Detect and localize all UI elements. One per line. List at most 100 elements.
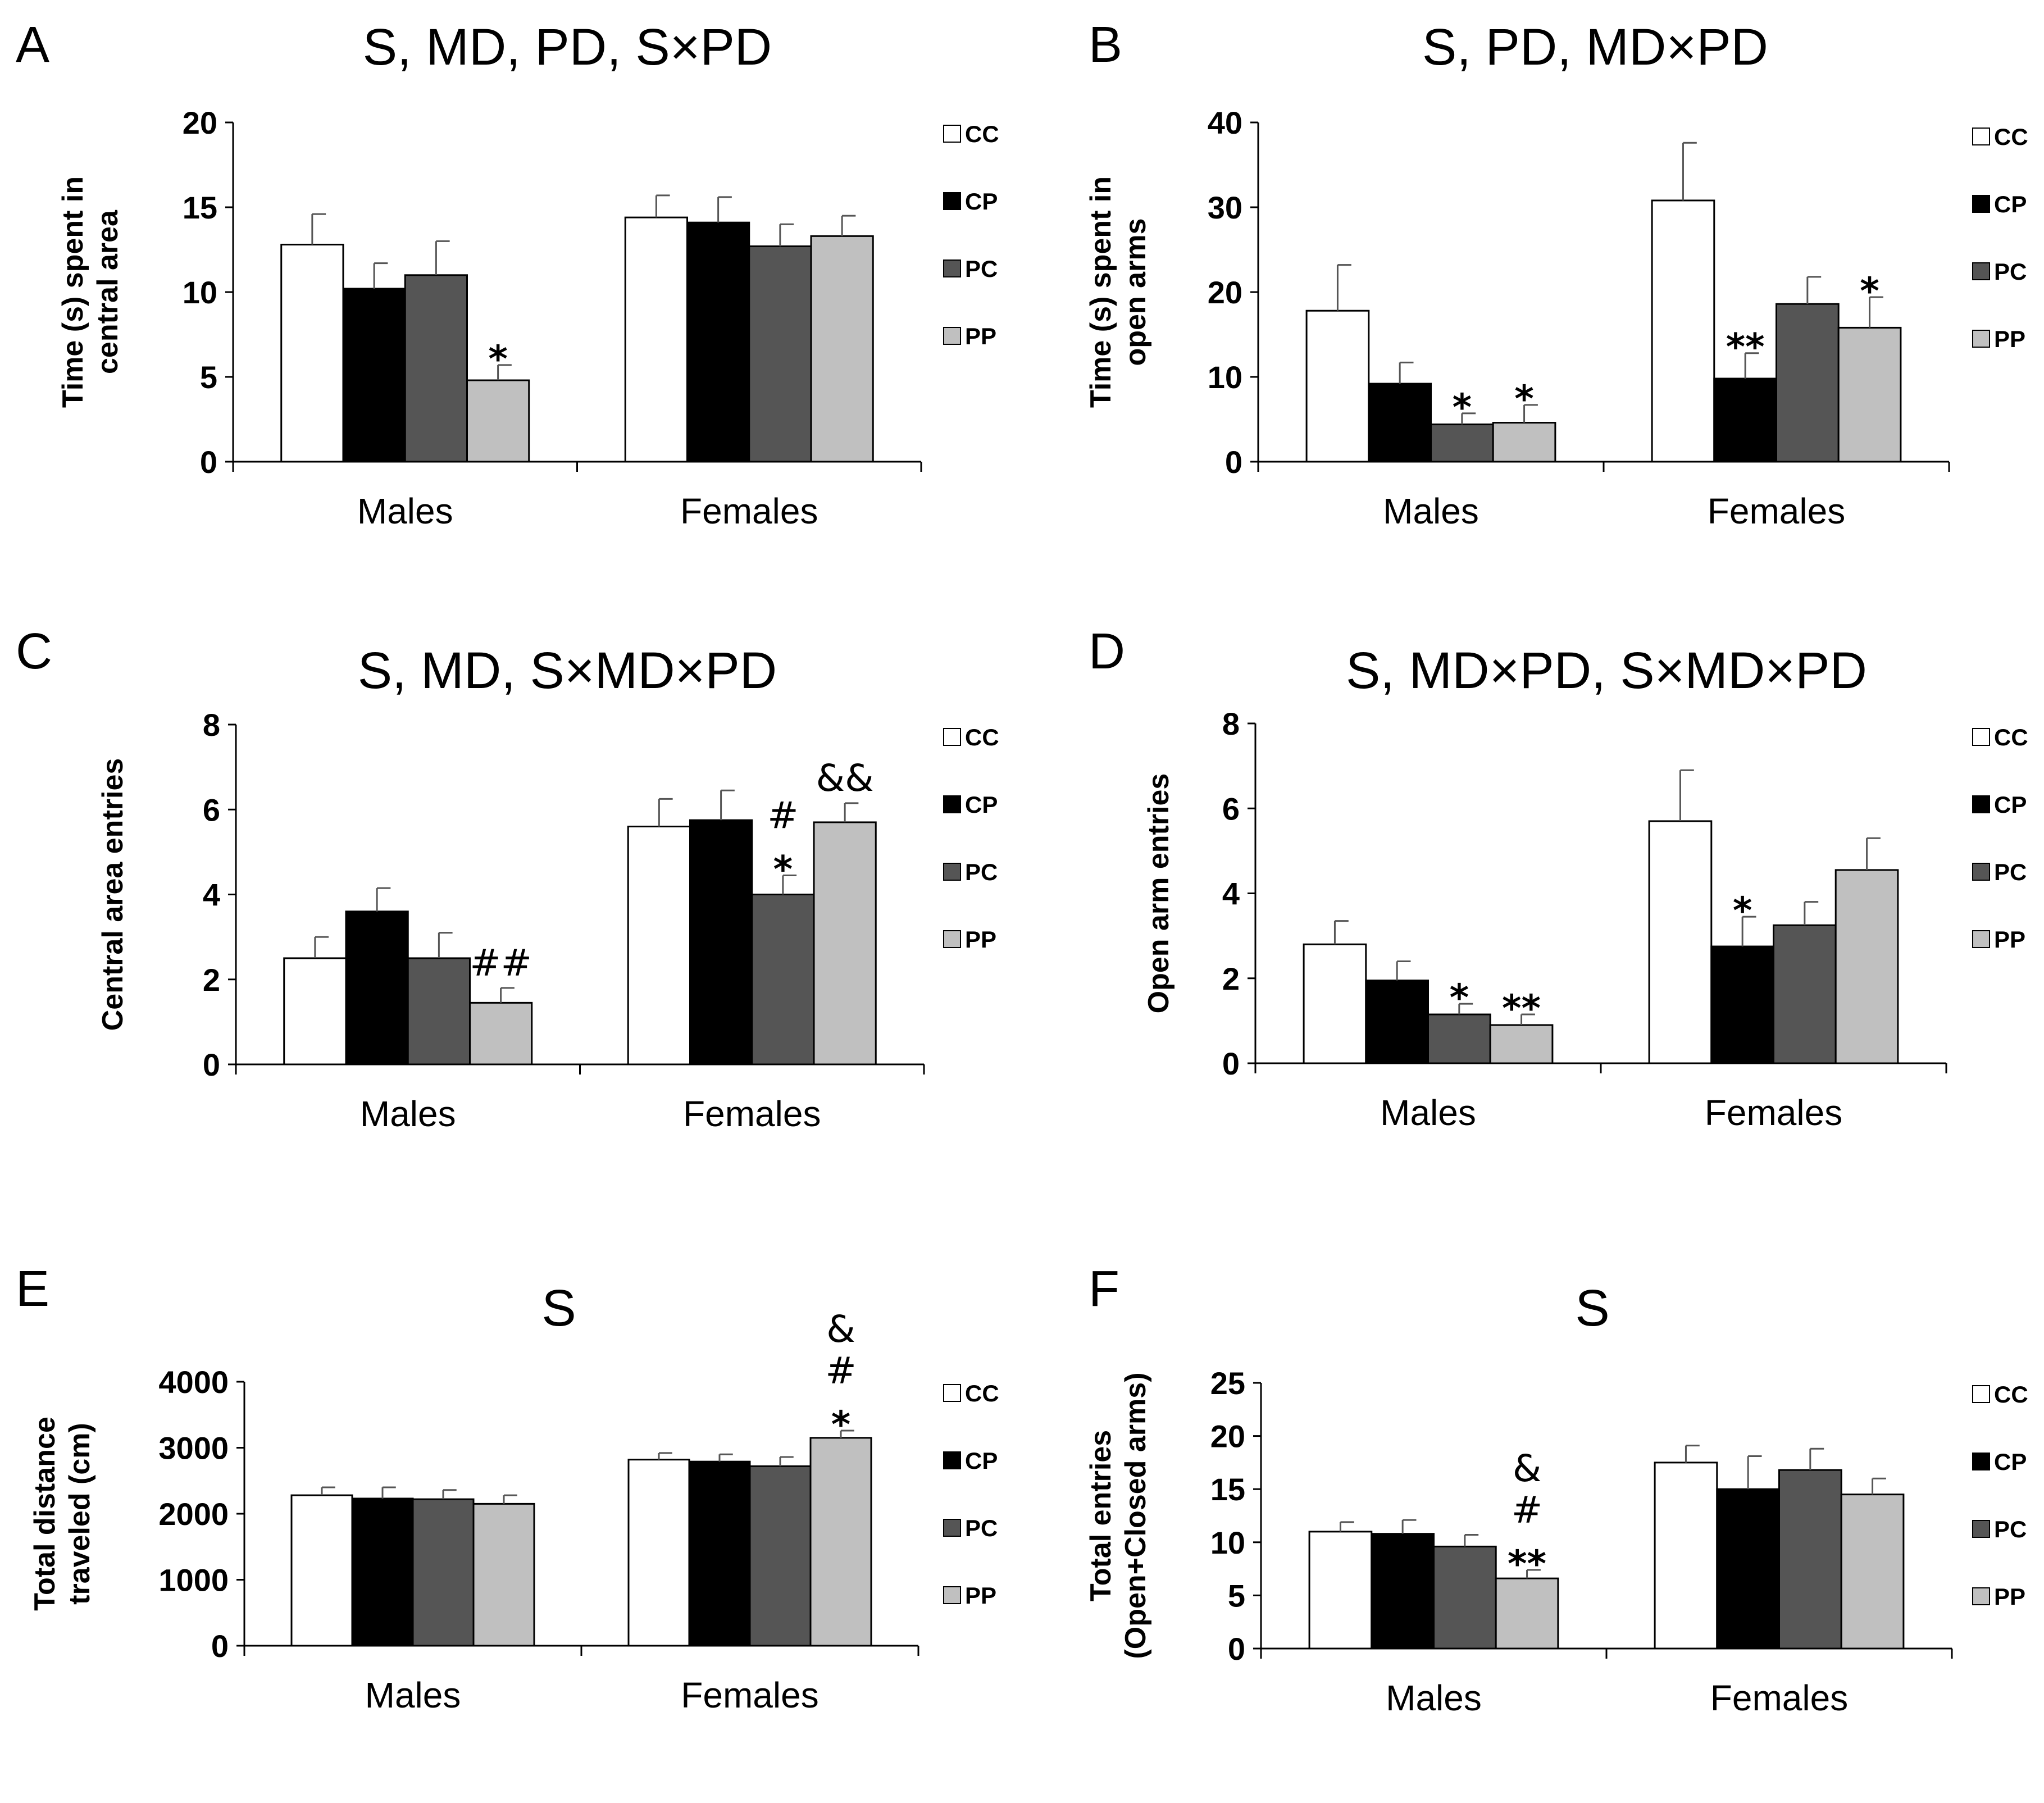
panel-F: F S 0 5 10 15 20 25 Total entries(Open+Closed ar…: [1085, 1261, 2028, 1718]
legend-swatch-cc: [1972, 128, 1990, 145]
legend-label-cc: CC: [965, 1380, 999, 1406]
y-tick-label: 5: [200, 359, 217, 395]
bar-pc-males: [404, 274, 468, 463]
bar-cc-males: [283, 957, 347, 1066]
legend-swatch-pp: [1972, 1587, 1990, 1605]
significance-marker: &&: [816, 757, 874, 800]
y-tick-label: 8: [1222, 706, 1240, 741]
significance-marker: **: [1726, 326, 1765, 369]
y-tick-label: 15: [1210, 1472, 1245, 1507]
legend-label-pp: PP: [965, 926, 996, 953]
bar-pp-females: [809, 1437, 872, 1647]
category-label: Females: [1708, 491, 1845, 531]
bar-pc-males: [1427, 1013, 1491, 1064]
y-axis-label-line: Open arm entries: [1142, 773, 1175, 1014]
y-tick-label: 2000: [158, 1496, 229, 1532]
y-axis-label-line: open arms: [1119, 218, 1152, 366]
legend-label-pp: PP: [1994, 326, 2025, 352]
legend-label-cc: CC: [1994, 1381, 2028, 1408]
panel-title: S: [1575, 1280, 1609, 1337]
bar-cp-females: [688, 1460, 751, 1647]
y-tick-label: 0: [1225, 444, 1242, 480]
y-tick-label: 4: [203, 877, 220, 913]
legend-label-cp: CP: [965, 791, 998, 818]
panel-C: C S, MD, S×MD×PD 0 2 4 6 8 Central area entries…: [16, 623, 999, 1134]
panel-letter-F: F: [1089, 1261, 1119, 1317]
bar-cp-males: [345, 910, 409, 1066]
y-tick-label: 10: [183, 275, 217, 310]
y-tick-label: 20: [1208, 275, 1242, 310]
bar-cp-males: [342, 288, 406, 463]
significance-marker: *: [1453, 386, 1472, 429]
significance-marker: #: [767, 794, 798, 837]
y-tick-label: 40: [1208, 105, 1242, 140]
legend-swatch-cc: [943, 1384, 961, 1402]
significance-marker: *: [831, 1403, 851, 1446]
panel-title: S, MD×PD, S×MD×PD: [1346, 642, 1867, 699]
panel-D: D S, MD×PD, S×MD×PD 0 2 4 6 8 Open arm entries M…: [1089, 623, 2028, 1133]
significance-marker: *: [488, 338, 508, 381]
bar-cp-females: [689, 819, 753, 1066]
y-tick-label: 0: [1228, 1631, 1245, 1667]
legend-label-cp: CP: [965, 1447, 998, 1474]
legend-label-cp: CP: [965, 188, 998, 215]
bar-pp-males: [1489, 1024, 1554, 1064]
panel-title: S, MD, S×MD×PD: [358, 642, 777, 699]
legend-swatch-cp: [1972, 795, 1990, 813]
bar-cp-females: [1710, 945, 1775, 1064]
y-axis-label: Total distancetraveled (cm): [29, 1417, 96, 1611]
y-tick-label: 4: [1222, 876, 1240, 912]
category-label: Males: [1386, 1678, 1482, 1718]
legend-label-cc: CC: [965, 724, 999, 750]
category-label: Males: [365, 1675, 461, 1715]
legend-label-pc: PC: [1994, 258, 2027, 285]
y-axis-label-line: Total distance: [29, 1417, 61, 1611]
bar-pp-females: [1837, 326, 1902, 463]
significance-marker: &: [1513, 1447, 1541, 1490]
y-tick-label: 5: [1228, 1578, 1245, 1613]
legend-label-cp: CP: [1994, 791, 2027, 818]
legend-label-pp: PP: [965, 1582, 996, 1609]
y-tick-label: 0: [211, 1628, 229, 1664]
panel-title: S: [541, 1280, 576, 1337]
bar-cc-males: [290, 1494, 353, 1647]
category-label: Females: [680, 491, 818, 531]
significance-marker: **: [1502, 987, 1541, 1030]
panel-E: E S 0 1000 2000 3000 4000 Total distancetravele…: [16, 1261, 999, 1715]
legend-label-pp: PP: [965, 323, 996, 349]
y-tick-label: 8: [203, 707, 220, 743]
bar-pp-females: [1834, 869, 1899, 1064]
significance-marker: *: [1860, 270, 1879, 313]
category-label: Females: [1710, 1678, 1848, 1718]
legend-swatch-cp: [943, 192, 961, 210]
panel-title: S, PD, MD×PD: [1422, 19, 1768, 76]
significance-marker: *: [1514, 377, 1534, 421]
y-axis-label-line: (Open+Closed arms): [1119, 1372, 1152, 1659]
legend-swatch-cc: [943, 728, 961, 746]
bar-cp-males: [351, 1497, 414, 1647]
category-label: Females: [683, 1094, 821, 1134]
y-tick-label: 20: [183, 105, 217, 140]
legend-swatch-cp: [943, 1451, 961, 1469]
y-axis-label-line: Total entries: [1085, 1430, 1117, 1601]
bar-pc-females: [1776, 303, 1840, 463]
legend-swatch-cp: [943, 795, 961, 813]
legend-label-pc: PC: [965, 859, 998, 885]
legend-label-cc: CC: [1994, 724, 2028, 750]
bar-cc-females: [627, 1459, 690, 1647]
panel-B: B S, PD, MD×PD 0 10 20 30 40 Time (s) spent ino…: [1085, 17, 2028, 531]
bar-pc-males: [407, 957, 471, 1066]
y-tick-label: 1000: [158, 1563, 229, 1598]
y-tick-label: 20: [1210, 1419, 1245, 1454]
y-tick-label: 15: [183, 190, 217, 225]
y-tick-label: 0: [200, 444, 217, 480]
legend-swatch-pc: [1972, 1520, 1990, 1538]
bar-pp-males: [472, 1502, 535, 1647]
bar-pp-females: [1840, 1494, 1905, 1650]
category-label: Males: [1380, 1092, 1476, 1133]
y-tick-label: 2: [1222, 961, 1240, 996]
significance-marker: *: [1450, 976, 1469, 1019]
y-axis-label-line: Central area entries: [97, 758, 129, 1031]
y-axis-label: Time (s) spent inopen arms: [1085, 176, 1152, 408]
bar-pc-males: [412, 1498, 475, 1647]
